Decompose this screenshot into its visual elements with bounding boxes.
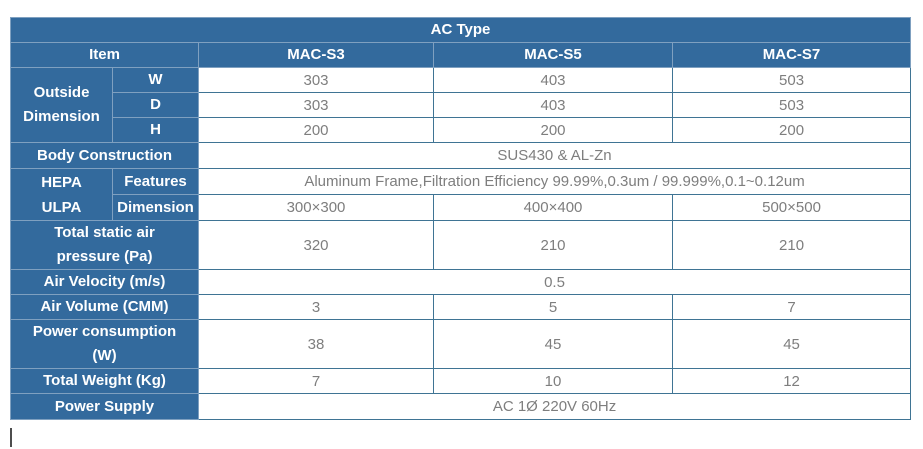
- cell-filter-dim-s3: 300×300: [198, 194, 434, 221]
- row-label-power-consumption: Power consumption (W): [10, 319, 199, 369]
- cell-power-s5: 45: [433, 319, 673, 369]
- row-label-filter-dimension: Dimension: [112, 194, 199, 221]
- cell-h-s5: 200: [433, 117, 673, 143]
- cell-h-s7: 200: [671, 117, 912, 143]
- row-label-d: D: [112, 92, 199, 118]
- cell-d-s7: 503: [671, 92, 912, 118]
- row-label-h: H: [112, 117, 199, 143]
- cell-weight-s5: 10: [433, 368, 673, 394]
- row-label-air-volume: Air Volume (CMM): [10, 294, 199, 320]
- text-cursor: [10, 428, 12, 447]
- col-header-mac-s3: MAC-S3: [198, 42, 434, 68]
- cell-power-s7: 45: [671, 319, 912, 369]
- cell-static-pressure-s7: 210: [671, 220, 912, 270]
- row-label-features: Features: [112, 168, 199, 195]
- cell-air-volume-s5: 5: [433, 294, 673, 320]
- cell-w-s3: 303: [198, 67, 434, 93]
- cell-weight-s3: 7: [198, 368, 434, 394]
- row-label-w: W: [112, 67, 199, 93]
- col-header-item: Item: [10, 42, 199, 68]
- cell-w-s7: 503: [671, 67, 912, 93]
- cell-power-supply: AC 1Ø 220V 60Hz: [197, 393, 912, 420]
- table-title: AC Type: [9, 17, 912, 43]
- cell-static-pressure-s5: 210: [433, 220, 673, 270]
- cell-d-s3: 303: [198, 92, 434, 118]
- row-label-power-supply: Power Supply: [10, 393, 199, 420]
- row-label-total-weight: Total Weight (Kg): [10, 368, 199, 394]
- row-label-hepa-ulpa: HEPA ULPA: [10, 168, 113, 221]
- col-header-mac-s7: MAC-S7: [671, 42, 912, 68]
- cell-h-s3: 200: [198, 117, 434, 143]
- cell-power-s3: 38: [198, 319, 434, 369]
- row-label-outside-dimension: Outside Dimension: [10, 67, 113, 143]
- cell-weight-s7: 12: [671, 368, 912, 394]
- cell-w-s5: 403: [433, 67, 673, 93]
- hepa-label: HEPA: [41, 173, 82, 191]
- cell-air-volume-s7: 7: [671, 294, 912, 320]
- row-label-static-pressure: Total static air pressure (Pa): [10, 220, 199, 270]
- row-label-air-velocity: Air Velocity (m/s): [10, 269, 199, 295]
- cell-filter-dim-s5: 400×400: [433, 194, 673, 221]
- spec-table: AC Type Item MAC-S3 MAC-S5 MAC-S7 Outsid…: [9, 17, 912, 420]
- cell-body-construction: SUS430 & AL-Zn: [197, 142, 912, 169]
- cell-filter-dim-s7: 500×500: [671, 194, 912, 221]
- cell-d-s5: 403: [433, 92, 673, 118]
- col-header-mac-s5: MAC-S5: [433, 42, 673, 68]
- cell-static-pressure-s3: 320: [198, 220, 434, 270]
- row-label-body-construction: Body Construction: [10, 142, 199, 169]
- cell-features: Aluminum Frame,Filtration Efficiency 99.…: [197, 168, 912, 195]
- ulpa-label: ULPA: [41, 198, 82, 216]
- cell-air-volume-s3: 3: [198, 294, 434, 320]
- cell-air-velocity: 0.5: [197, 269, 912, 295]
